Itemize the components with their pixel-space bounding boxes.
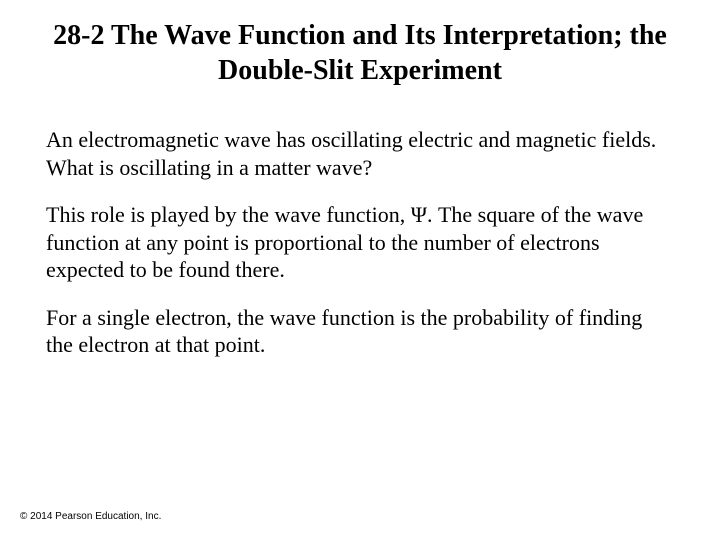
slide-title: 28-2 The Wave Function and Its Interpret… bbox=[40, 18, 680, 88]
slide-container: 28-2 The Wave Function and Its Interpret… bbox=[0, 0, 720, 540]
copyright-text: © 2014 Pearson Education, Inc. bbox=[20, 511, 161, 522]
paragraph-1: An electromagnetic wave has oscillating … bbox=[46, 126, 660, 181]
paragraph-3: For a single electron, the wave function… bbox=[46, 304, 660, 359]
slide-body: An electromagnetic wave has oscillating … bbox=[40, 126, 680, 359]
paragraph-2: This role is played by the wave function… bbox=[46, 201, 660, 284]
